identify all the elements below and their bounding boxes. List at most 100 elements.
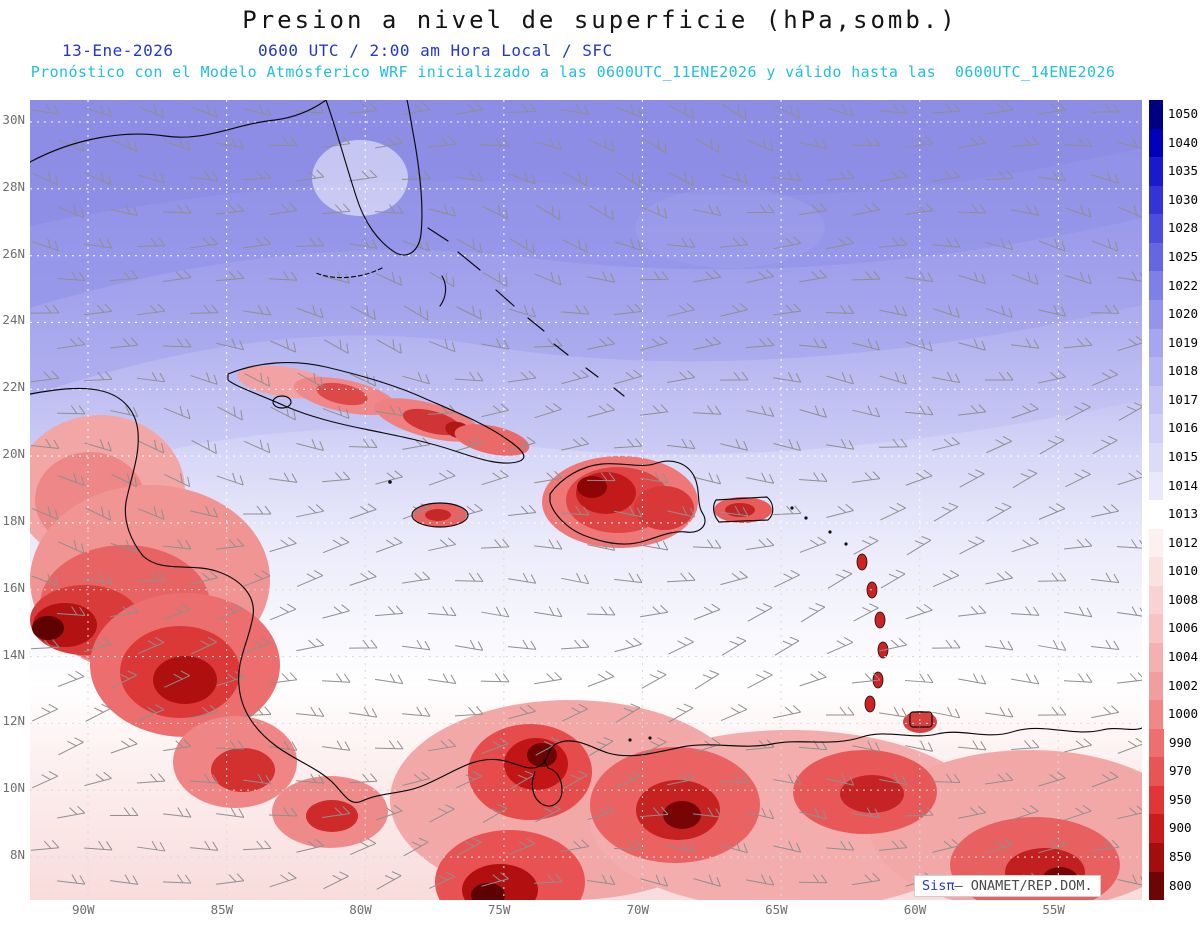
wind-barb <box>190 505 219 518</box>
wind-barb <box>905 271 934 283</box>
wind-barb <box>58 737 84 756</box>
wind-barb <box>297 372 323 388</box>
wind-barb <box>668 104 694 120</box>
wind-barb <box>720 704 748 721</box>
colorbar-swatch <box>1149 700 1163 729</box>
grid-layer <box>30 100 1142 900</box>
wind-barb <box>985 772 1014 785</box>
wind-barb <box>111 138 138 152</box>
colorbar-level-1016: 1016 <box>1149 414 1198 443</box>
wind-barb <box>588 737 614 757</box>
wind-barb <box>1011 805 1039 821</box>
colorbar-swatch <box>1149 128 1163 158</box>
wind-barb <box>216 807 245 818</box>
wind-barb <box>268 807 298 817</box>
wind-barb <box>85 506 112 521</box>
wind-barb <box>641 670 667 689</box>
wind-barb <box>402 102 431 116</box>
colorbar-level-1040: 1040 <box>1149 128 1198 158</box>
lon-label-80W: 80W <box>349 902 372 917</box>
colorbar-level-1002: 1002 <box>1149 671 1198 701</box>
wind-barb <box>746 138 774 152</box>
wind-barb <box>693 603 721 620</box>
wind-barb <box>746 739 775 751</box>
wind-barb <box>375 470 403 485</box>
wind-barb <box>958 404 987 416</box>
wind-barb <box>508 504 537 517</box>
lon-label-85W: 85W <box>210 902 234 917</box>
wind-barb <box>428 204 456 217</box>
wind-barb <box>349 706 378 718</box>
wind-barb <box>932 436 960 451</box>
coastlines-layer <box>30 100 1142 807</box>
lat-label-20N: 20N <box>2 446 25 462</box>
wind-barb <box>454 706 484 717</box>
wind-barb <box>110 605 139 618</box>
wind-barb <box>163 539 192 550</box>
wind-barb <box>852 807 881 818</box>
wind-barb <box>84 237 113 249</box>
wind-barb <box>746 405 775 417</box>
wind-barb <box>667 772 696 786</box>
wind-barb <box>1091 639 1120 650</box>
wind-barb <box>1064 538 1093 550</box>
colorbar-value: 1015 <box>1167 448 1198 464</box>
wind-barb <box>322 405 350 419</box>
wind-barb <box>348 438 378 448</box>
wind-barb <box>481 470 509 486</box>
wind-barb <box>958 135 987 149</box>
colorbar-swatch <box>1149 671 1163 701</box>
wind-barb <box>905 136 934 148</box>
wind-barb <box>799 405 827 418</box>
wind-barb <box>137 840 166 852</box>
wind-barb <box>1091 238 1119 252</box>
wind-barb <box>30 304 60 314</box>
wind-barb <box>269 203 298 216</box>
lon-label-90W: 90W <box>72 902 95 917</box>
wind-barb <box>827 569 853 589</box>
wind-barb <box>640 874 668 887</box>
colorbar-level-1006: 1006 <box>1149 614 1198 643</box>
wind-barb <box>322 136 351 148</box>
wind-barb <box>402 372 430 385</box>
wind-barb <box>216 137 245 149</box>
colorbar-value: 1025 <box>1167 248 1198 264</box>
wind-barb <box>588 204 614 221</box>
wind-barb <box>428 338 456 353</box>
colorbar-swatch <box>1149 185 1163 215</box>
wind-barb <box>932 237 961 248</box>
wind-barb <box>906 536 932 556</box>
wind-barb <box>137 506 165 520</box>
wind-barb <box>826 503 854 519</box>
wind-barb <box>269 472 298 483</box>
wind-barb <box>1011 204 1040 216</box>
wind-barb <box>1118 402 1142 421</box>
wind-barb <box>852 405 881 418</box>
wind-barb <box>31 370 60 383</box>
wind-barb <box>1091 171 1119 184</box>
colorbar-swatch <box>1149 500 1163 529</box>
low-pressure-central-america <box>30 415 388 848</box>
wind-barb <box>561 437 589 451</box>
wind-barb <box>852 471 881 483</box>
wind-barb <box>83 371 113 382</box>
wind-barb <box>32 703 58 722</box>
wind-barb <box>374 204 404 214</box>
lat-label-16N: 16N <box>2 579 25 595</box>
wind-barb <box>693 336 722 350</box>
wind-barb <box>243 570 271 587</box>
wind-barb <box>163 603 191 620</box>
colorbar-value: 800 <box>1169 877 1192 893</box>
wind-barb <box>985 706 1014 718</box>
wind-barb <box>349 570 377 586</box>
wind-barb <box>746 807 775 820</box>
colorbar: 1050 1040 1035 1030 1028 1025 1022 1020 1019 1018… <box>1149 100 1198 901</box>
wind-barb <box>402 771 430 786</box>
wind-barb <box>615 703 641 723</box>
wind-barb <box>1117 137 1142 150</box>
colorbar-swatch <box>1149 214 1163 243</box>
colorbar-level-1028: 1028 <box>1149 214 1198 243</box>
colorbar-value: 1016 <box>1167 420 1198 436</box>
wind-barb <box>614 238 642 251</box>
wind-barb <box>958 338 986 351</box>
